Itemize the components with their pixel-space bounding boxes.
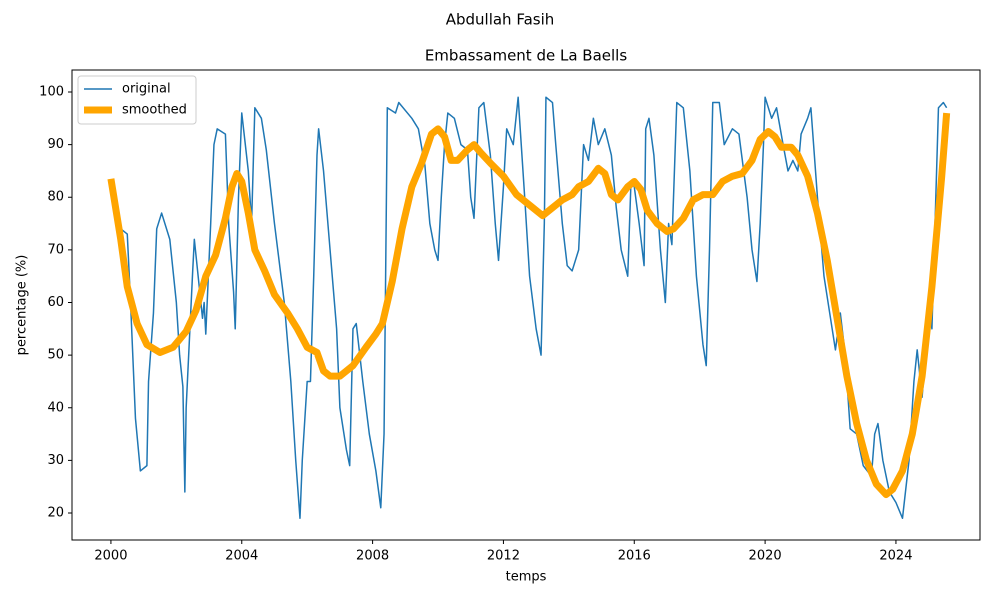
x-tick-label: 2024 xyxy=(879,549,912,564)
series-line xyxy=(107,112,951,499)
y-axis-label: percentage (%) xyxy=(15,255,30,356)
y-tick-label: 80 xyxy=(47,190,64,205)
y-tick-label: 70 xyxy=(47,242,64,257)
legend-label: smoothed xyxy=(122,103,187,118)
chart-title: Embassament de La Baells xyxy=(425,47,628,65)
y-tick-label: 40 xyxy=(47,400,64,415)
plot-frame xyxy=(71,69,981,541)
y-tick-label: 60 xyxy=(47,295,64,310)
y-tick-label: 30 xyxy=(47,453,64,468)
x-tick-label: 2020 xyxy=(749,549,782,564)
legend-label: original xyxy=(122,82,171,97)
x-tick-label: 2012 xyxy=(487,549,520,564)
y-tick-label: 20 xyxy=(47,506,64,521)
x-axis-label: temps xyxy=(506,570,547,585)
x-tick-label: 2008 xyxy=(356,549,389,564)
suptitle: Abdullah Fasih xyxy=(446,11,555,29)
y-tick-label: 50 xyxy=(47,348,64,363)
x-tick-label: 2004 xyxy=(225,549,258,564)
y-tick-label: 100 xyxy=(39,84,64,99)
series-line xyxy=(120,96,948,520)
x-tick-label: 2016 xyxy=(618,549,651,564)
x-tick-label: 2000 xyxy=(94,549,127,564)
y-tick-label: 90 xyxy=(47,137,64,152)
